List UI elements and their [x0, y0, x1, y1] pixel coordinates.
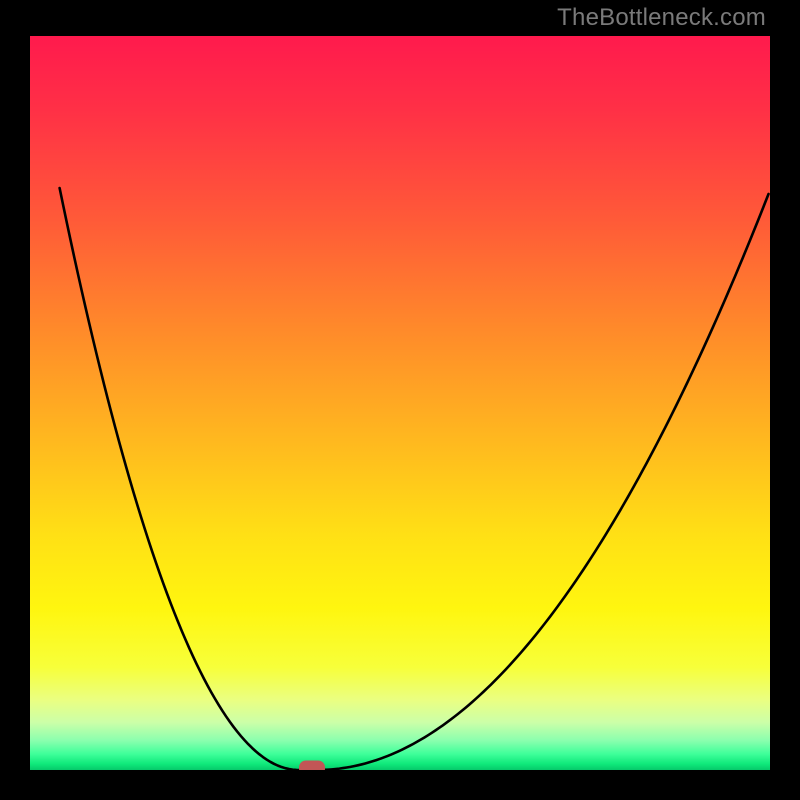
bottleneck-curve: [30, 36, 770, 770]
optimum-marker: [299, 760, 325, 770]
watermark-text: TheBottleneck.com: [557, 4, 766, 32]
curve-path: [60, 188, 769, 770]
plot-area: [30, 36, 770, 770]
chart-frame: TheBottleneck.com: [0, 0, 800, 800]
